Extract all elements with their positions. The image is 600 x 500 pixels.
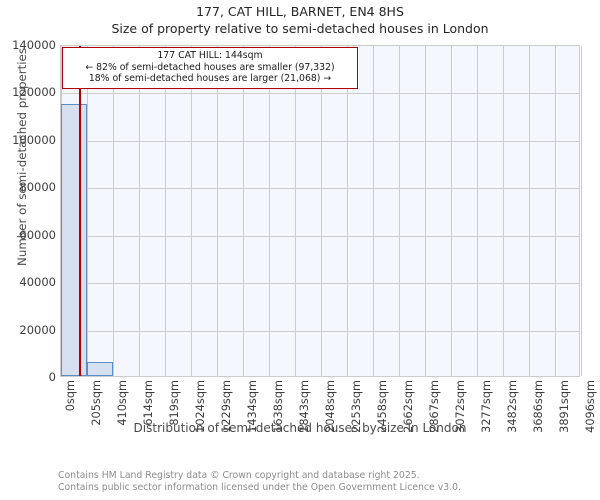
horizontal-gridline <box>61 93 579 95</box>
vertical-gridline <box>295 46 296 376</box>
x-tick-label: 0sqm <box>64 380 77 412</box>
vertical-gridline <box>347 46 348 376</box>
x-tick-label: 205sqm <box>90 380 103 426</box>
chart-subtitle: Size of property relative to semi-detach… <box>111 21 489 36</box>
vertical-gridline <box>529 46 530 376</box>
y-tick-label: 100000 <box>12 132 56 147</box>
y-tick-label: 0 <box>48 370 56 384</box>
horizontal-gridline <box>61 283 579 285</box>
vertical-gridline <box>139 46 140 376</box>
footer-attribution: Contains HM Land Registry data © Crown c… <box>58 470 578 493</box>
vertical-gridline <box>503 46 504 376</box>
plot-area <box>60 45 582 377</box>
horizontal-gridline <box>61 188 579 190</box>
vertical-gridline <box>87 46 88 376</box>
x-tick-label: 614sqm <box>142 380 155 426</box>
x-axis-ticks: 0sqm 205sqm 410sqm 614sqm 819sqm 1024sqm 1229s… <box>60 380 597 450</box>
annotation-box: 177 CAT HILL: 144sqm ← 82% of semi-detac… <box>62 47 358 89</box>
property-marker-line <box>79 46 81 376</box>
page-title: 177, CAT HILL, BARNET, EN4 8HS <box>196 4 404 19</box>
footer-line-1: Contains HM Land Registry data © Crown c… <box>58 470 420 481</box>
horizontal-gridline <box>61 235 579 237</box>
x-axis-label: Distribution of semi-detached houses by … <box>133 421 467 435</box>
vertical-gridline <box>269 46 270 376</box>
vertical-gridline <box>555 46 556 376</box>
y-tick-label: 140000 <box>12 38 56 52</box>
vertical-gridline <box>191 46 192 376</box>
vertical-gridline <box>373 46 374 376</box>
vertical-gridline <box>425 46 426 376</box>
y-tick-label: 60000 <box>19 227 56 242</box>
vertical-gridline <box>451 46 452 376</box>
vertical-gridline <box>243 46 244 376</box>
vertical-gridline <box>581 46 582 376</box>
vertical-gridline <box>113 46 114 376</box>
y-axis-label: Number of semi-detached properties <box>15 48 29 266</box>
vertical-gridline <box>217 46 218 376</box>
horizontal-gridline <box>61 330 579 332</box>
annotation-line-3: 18% of semi-detached houses are larger (… <box>88 73 332 85</box>
bar <box>61 104 87 376</box>
vertical-gridline <box>321 46 322 376</box>
footer-line-2: Contains public sector information licen… <box>58 481 461 493</box>
y-tick-label: 40000 <box>19 275 56 290</box>
annotation-line-1: 177 CAT HILL: 144sqm <box>157 50 263 61</box>
annotation-line-2: ← 82% of semi-detached houses are smalle… <box>85 61 335 73</box>
y-tick-label: 120000 <box>12 85 56 100</box>
x-tick-label: 819sqm <box>168 380 181 426</box>
x-tick-label: 410sqm <box>116 380 129 426</box>
vertical-gridline <box>399 46 400 376</box>
y-tick-label: 20000 <box>19 322 56 337</box>
bar <box>87 362 113 376</box>
vertical-gridline <box>477 46 478 376</box>
horizontal-gridline <box>61 140 579 142</box>
vertical-gridline <box>165 46 166 376</box>
y-tick-label: 80000 <box>19 180 56 195</box>
y-axis-ticks: 0 20000 40000 60000 80000 100000 120000 140000 <box>0 38 56 384</box>
